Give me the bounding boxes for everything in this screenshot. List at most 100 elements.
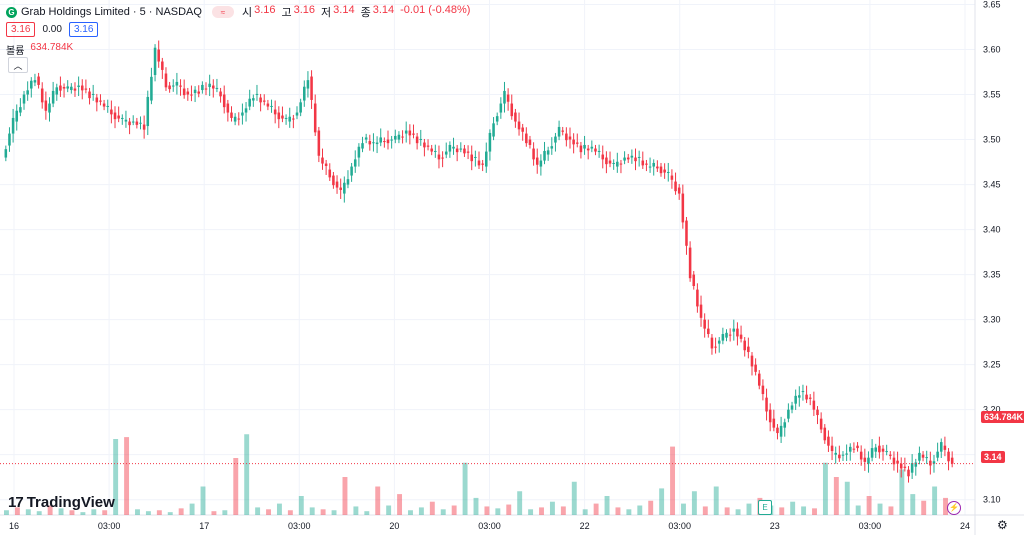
candle-body: [135, 121, 139, 125]
candle-body: [907, 469, 910, 477]
candle-body: [310, 76, 313, 100]
volume-bar: [298, 496, 304, 515]
candle-body: [437, 154, 441, 160]
candle-body: [212, 85, 215, 89]
earnings-icon[interactable]: E: [758, 500, 772, 515]
y-tick-label: 3.60: [983, 45, 1001, 55]
volume-bar: [735, 509, 741, 515]
volume-bar: [582, 509, 588, 515]
volume-bar: [418, 507, 424, 515]
candle-body: [808, 397, 812, 399]
gear-icon[interactable]: ⚙: [997, 518, 1008, 532]
candle-body: [626, 157, 630, 160]
candle-body: [535, 157, 539, 165]
candle-body: [608, 160, 612, 164]
volume-bar: [779, 507, 785, 515]
candle-body: [761, 385, 765, 395]
candle-body: [59, 85, 62, 91]
candle-body: [732, 328, 736, 332]
candle-body: [896, 460, 899, 464]
candle-body: [459, 148, 463, 150]
candle-body: [612, 162, 615, 164]
volume-bar: [320, 509, 326, 515]
candle-body: [947, 451, 950, 462]
candle-body: [590, 146, 594, 149]
candle-body: [419, 138, 423, 140]
candle-body: [277, 112, 281, 120]
candle-body: [332, 175, 335, 186]
volume-bar: [135, 509, 140, 515]
candle-body: [161, 61, 164, 70]
candle-body: [397, 134, 401, 140]
candle-body: [215, 87, 219, 89]
candle-body: [197, 91, 201, 94]
candle-body: [368, 141, 372, 145]
volume-bar: [648, 500, 654, 515]
volume-bar: [124, 437, 130, 515]
y-tick-label: 3.40: [983, 225, 1001, 235]
candle-body: [594, 148, 597, 152]
candle-body: [252, 98, 255, 101]
volume-bar: [47, 505, 53, 515]
lightning-icon[interactable]: ⚡: [947, 501, 961, 515]
volume-bar: [822, 462, 828, 515]
volume-bar: [812, 508, 817, 515]
candle-body: [681, 193, 685, 223]
volume-bar: [713, 486, 719, 515]
candle-body: [168, 85, 171, 90]
buy-button[interactable]: 3.16: [68, 22, 99, 37]
candle-body: [259, 97, 262, 103]
candle-body: [164, 73, 168, 88]
candle-body: [528, 139, 532, 145]
candle-body: [852, 448, 856, 450]
volume-bar: [276, 503, 282, 515]
candle-body: [390, 139, 393, 141]
candle-body: [794, 395, 797, 404]
candle-body: [40, 88, 44, 103]
candle-body: [641, 160, 645, 166]
candle-body: [470, 154, 473, 162]
candle-body: [779, 425, 783, 437]
candle-body: [616, 161, 619, 167]
candle-body: [33, 80, 37, 83]
sell-button[interactable]: 3.16: [6, 22, 36, 37]
volume-bar: [25, 509, 31, 515]
volume-bar: [222, 510, 228, 515]
volume-legend[interactable]: 볼륨 634.784K: [6, 42, 73, 57]
close-value: 3.14: [372, 4, 395, 16]
volume-bar: [604, 496, 610, 515]
tradingview-logo[interactable]: 17 TradingView: [8, 494, 115, 511]
volume-value: 634.784K: [30, 42, 74, 53]
candle-body: [910, 463, 914, 473]
symbol-title[interactable]: Grab Holdings Limited · 5 · NASDAQ: [21, 6, 202, 18]
candle-body: [321, 157, 324, 164]
candle-body: [219, 91, 222, 97]
volume-bar: [681, 503, 686, 515]
volume-bar: [331, 510, 337, 515]
volume-bar: [517, 491, 523, 515]
ohlc-values: 시 3.16 고 3.16 저 3.14 종 3.14 -0.01 (-0.48%): [242, 4, 475, 20]
x-tick-label: 17: [199, 521, 209, 531]
candle-body: [495, 116, 499, 122]
candle-body: [262, 100, 266, 102]
hide-indicator-icon[interactable]: ≈: [211, 6, 234, 18]
volume-bar: [145, 511, 151, 515]
volume-bar: [113, 439, 119, 515]
candle-body: [146, 96, 150, 127]
candle-body: [51, 90, 55, 104]
candle-body: [659, 166, 663, 174]
volume-bar: [844, 481, 850, 515]
candle-body: [295, 112, 299, 116]
candle-body: [514, 112, 517, 122]
chevron-up-icon[interactable]: ︿: [8, 57, 28, 73]
candle-body: [11, 117, 15, 134]
candle-body: [863, 457, 867, 462]
candle-body: [568, 136, 572, 140]
volume-bar: [287, 510, 293, 515]
candle-body: [721, 334, 725, 341]
volume-bar: [724, 507, 730, 515]
candle-body: [805, 394, 808, 400]
candle-body: [717, 340, 721, 344]
candle-body: [124, 119, 128, 122]
